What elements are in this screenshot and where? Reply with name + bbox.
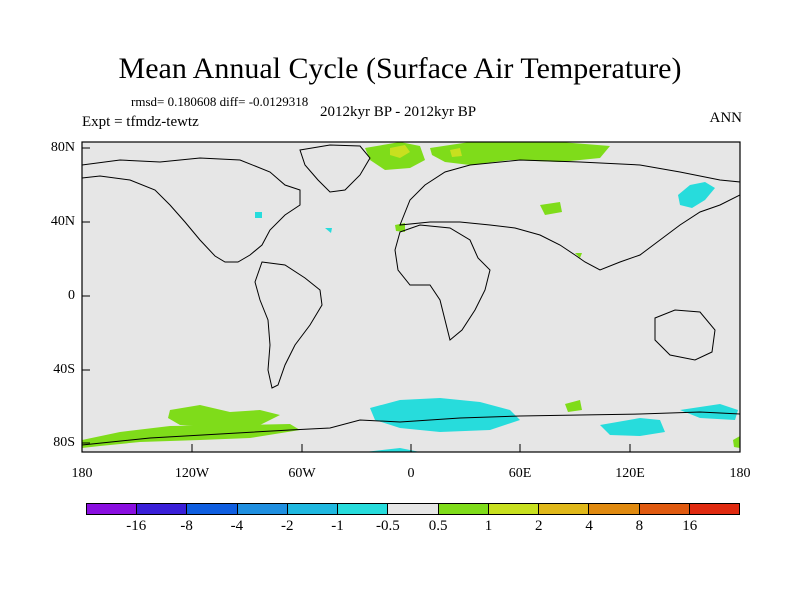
colorbar-swatch [388, 504, 439, 514]
eurasia-coast [399, 159, 741, 271]
southern-ocean-warm-patch [565, 400, 582, 412]
lon-label-60e: 60E [508, 466, 532, 481]
colorbar-label: -16 [126, 518, 147, 534]
greenland-coast [299, 144, 371, 193]
colorbar-label: 2 [535, 518, 543, 534]
lat-label-40s: 40S [53, 362, 75, 377]
antarctica-coast [81, 411, 741, 446]
lat-label-80n: 80N [50, 140, 75, 155]
antarctic-edge-cool-patch [365, 448, 420, 452]
greenland-strong-warm-patch [390, 145, 410, 158]
colorbar-swatch [639, 504, 690, 514]
atlantic-cool-patch [325, 228, 332, 233]
lon-label-120w: 120W [174, 466, 210, 481]
colorbar-swatch [87, 504, 138, 514]
experiment-label: Expt = tfmdz-tewtz [82, 114, 199, 130]
colorbar-label: 0.5 [428, 518, 448, 534]
colorbar-swatch [338, 504, 389, 514]
lon-label-180e: 180 [729, 466, 751, 481]
colorbar-label: -1 [331, 518, 344, 534]
colorbar-label: 16 [682, 518, 698, 534]
plot-title: Mean Annual Cycle (Surface Air Temperatu… [118, 52, 682, 85]
colorbar [86, 503, 740, 515]
australia-coast [654, 309, 716, 361]
east-antarctic-cool-patch [600, 418, 665, 436]
colorbar-swatch [187, 504, 238, 514]
colorbar-swatch [488, 504, 540, 514]
colorbar-label: 8 [635, 518, 644, 534]
colorbar-swatch [539, 504, 590, 514]
lon-label-60w: 60W [288, 466, 316, 481]
great-lakes-cool-patch [255, 212, 262, 218]
colorbar-label: -2 [280, 518, 294, 534]
siberia-warm-patch [430, 142, 610, 165]
colorbar-swatch [438, 504, 489, 514]
antarctic-warm-patch-east [733, 436, 740, 448]
colorbar-swatch [237, 504, 288, 514]
lat-label-40n: 40N [50, 214, 75, 229]
lon-label-0: 0 [407, 466, 415, 481]
india-warm-patch [575, 253, 582, 258]
coastlines [81, 144, 741, 446]
colorbar-swatch [689, 504, 740, 514]
colorbar-label: -8 [180, 518, 193, 534]
north-america-coast [81, 157, 301, 263]
scandinavia-strong-warm-patch [450, 148, 462, 157]
season-label: ANN [709, 110, 743, 126]
colorbar-label: 4 [585, 518, 593, 534]
colorbar-swatch [287, 504, 339, 514]
ross-sea-warm-patch [168, 405, 280, 428]
lat-label-0: 0 [68, 288, 75, 303]
colorbar-label: -4 [230, 518, 244, 534]
weddell-sea-cool-patch [370, 398, 520, 432]
central-asia-warm-patch [540, 202, 562, 215]
lon-label-180w: 180 [71, 466, 93, 481]
colorbar-label: -0.5 [375, 518, 400, 534]
colorbar-label: 1 [484, 518, 493, 534]
time-period-subtitle: 2012kyr BP - 2012kyr BP [320, 104, 477, 120]
okhotsk-cool-patch [678, 182, 715, 208]
statistics-text: rmsd= 0.180608 diff= -0.0129318 [131, 94, 309, 109]
negative-anomaly-regions [255, 182, 738, 452]
colorbar-swatch [137, 504, 188, 514]
axis-ticks [81, 147, 741, 452]
colorbar-swatch [589, 504, 640, 514]
africa-coast [394, 224, 491, 341]
lon-label-120e: 120E [615, 466, 645, 481]
south-america-coast [254, 261, 323, 389]
lat-label-80s: 80S [53, 435, 75, 450]
